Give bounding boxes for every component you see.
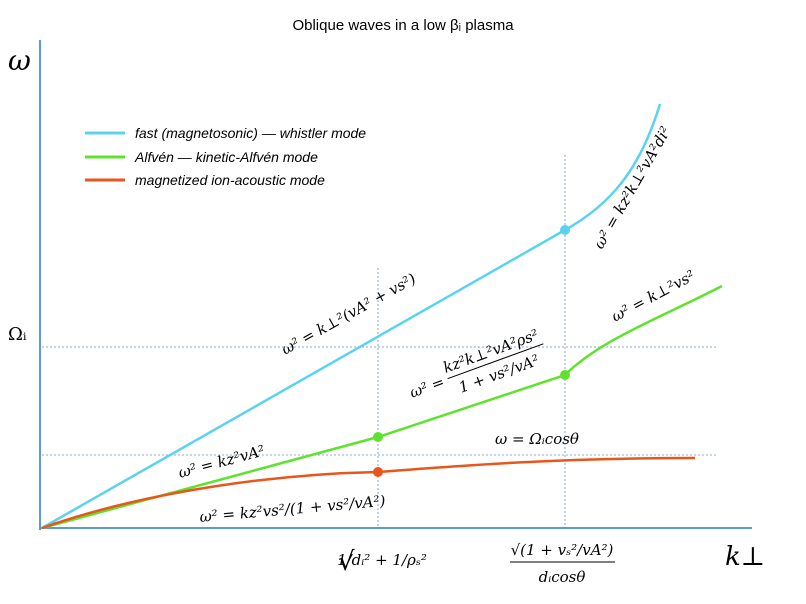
sqrt: √ [338, 547, 355, 577]
curve-label: ω² = kz²k⊥²vA²di² [590, 123, 675, 252]
x-mark: √(1 + vₛ²/vA²) dᵢcosθ [510, 541, 615, 586]
legend: fast (magnetosonic) — whistler mode Alfv… [85, 125, 366, 188]
curve-label: ω² = kz²vs²/(1 + vs²/vA²) [199, 492, 387, 526]
numerator: √(1 + vₛ²/vA²) [511, 541, 614, 559]
x-mark: √ 1/dᵢ² + 1/ρₛ² [337, 547, 427, 577]
fast-curve [41, 103, 662, 530]
point [560, 225, 570, 235]
point [373, 467, 383, 477]
label-prefix: ω² = [407, 373, 447, 402]
curve-label: ω² = k⊥²(vA² + vs²) [278, 270, 419, 359]
denominator: dᵢcosθ [539, 568, 586, 586]
y-axis-label: ω [8, 44, 31, 77]
curve-label: ω = Ωᵢcosθ [495, 430, 579, 448]
x-mark-label: 1/dᵢ² + 1/ρₛ² [337, 551, 427, 569]
legend-label: magnetized ion-acoustic mode [135, 172, 325, 188]
omega-i-label: Ωᵢ [8, 324, 27, 345]
fraction-bar [447, 343, 544, 380]
curve-label: ω² = k⊥²vs² [608, 267, 697, 326]
curve-label: ω² = kz²k⊥²vA²ρs² 1 + vs²/vA² [407, 326, 544, 402]
legend-label: fast (magnetosonic) — whistler mode [135, 125, 366, 141]
point [560, 370, 570, 380]
curve-label: ω² = kz²vA² [176, 442, 266, 482]
legend-label: Alfvén — kinetic-Alfvén mode [134, 149, 318, 165]
title: Oblique waves in a low βᵢ plasma [292, 17, 514, 34]
x-axis-label: k⊥ [725, 542, 765, 572]
point [373, 432, 383, 442]
